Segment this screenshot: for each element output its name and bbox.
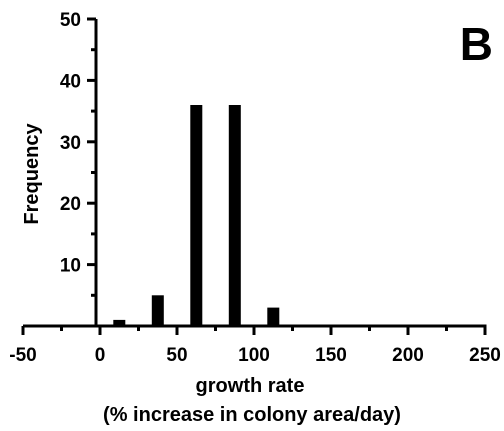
labels-layer: 10 20 30 40 50 -50 0 50 100 150 200 250 [9, 10, 501, 366]
bar [267, 307, 280, 326]
x-tick-label: 200 [392, 345, 424, 366]
x-axis-subtitle: (% increase in colony area/day) [103, 404, 401, 426]
bar [228, 105, 241, 326]
x-tick-label: 50 [166, 345, 187, 366]
bar [151, 295, 164, 326]
x-tick-label: 0 [95, 345, 106, 366]
y-tick-label: 20 [60, 194, 81, 215]
axes-layer [21, 17, 487, 335]
x-tick-label: 150 [315, 345, 347, 366]
y-tick-label: 40 [60, 71, 81, 92]
y-axis-title: Frequency [21, 123, 43, 225]
x-tick-label: -50 [9, 345, 36, 366]
panel-label: B [460, 18, 493, 70]
y-tick-label: 30 [60, 133, 81, 154]
y-tick-label: 50 [60, 10, 81, 31]
x-tick-label: 250 [469, 345, 501, 366]
y-tick-label: 10 [60, 256, 81, 277]
bars-layer [113, 105, 280, 326]
bar [190, 105, 203, 326]
x-axis-title: growth rate [196, 375, 305, 397]
x-tick-label: 100 [238, 345, 270, 366]
bar [113, 319, 126, 326]
